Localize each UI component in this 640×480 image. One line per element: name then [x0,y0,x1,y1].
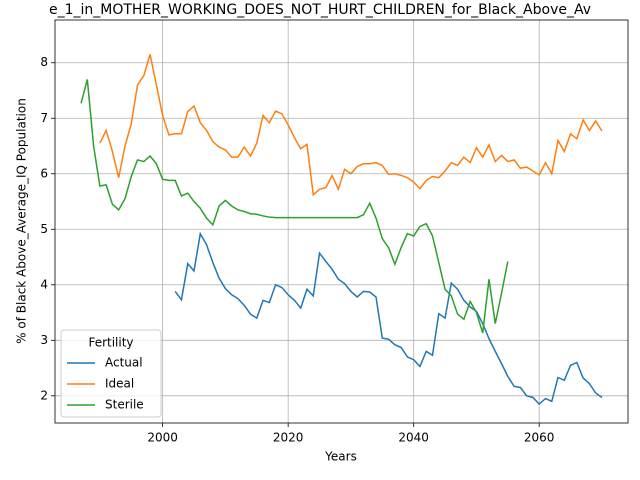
y-axis-label: % of Black Above_Average_IQ Population [15,98,29,344]
legend-label: Actual [105,356,143,370]
x-tick-label: 2060 [524,431,555,445]
x-tick-label: 2020 [273,431,304,445]
x-tick-label: 2000 [147,431,178,445]
y-tick-label: 5 [40,222,48,236]
legend-label: Sterile [105,398,144,412]
data-line [99,54,603,197]
y-tick-label: 7 [40,111,48,125]
y-tick-label: 4 [40,277,48,291]
data-line [80,79,509,334]
x-tick-label: 2040 [398,431,429,445]
y-tick-label: 6 [40,166,48,180]
y-tick-label: 3 [40,333,48,347]
y-tick-label: 2 [40,388,48,402]
x-axis-label: Years [324,450,357,464]
y-tick-label: 8 [40,55,48,69]
chart-title: e_1_in_MOTHER_WORKING_DOES_NOT_HURT_CHIL… [49,2,591,18]
data-line [174,231,603,406]
legend-title: Fertility [88,336,133,350]
legend-box [60,329,162,418]
axes-frame [54,19,629,424]
legend-label: Ideal [105,377,134,391]
